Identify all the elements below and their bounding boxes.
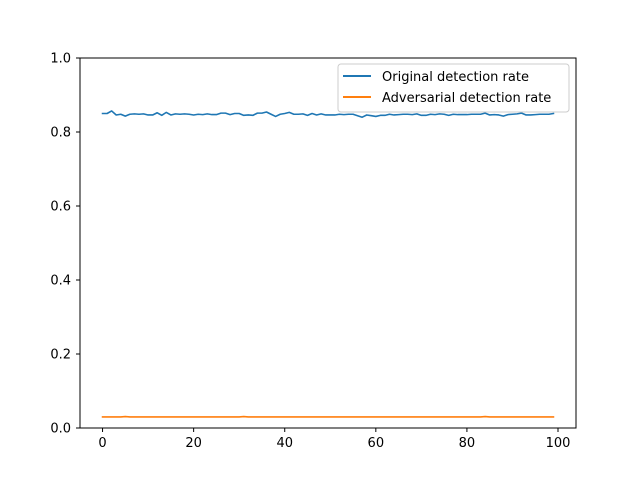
legend: Original detection rate Adversarial dete… (337, 63, 570, 113)
x-tick-label: 100 (546, 436, 571, 451)
plot-lines (101, 110, 555, 418)
x-tick-label: 60 (368, 436, 385, 451)
y-axis: 0.0 0.2 0.4 0.6 0.8 1.0 (50, 52, 80, 437)
y-tick-label: 0.2 (50, 348, 71, 363)
x-tick-label: 40 (276, 436, 293, 451)
y-tick-label: 0.6 (50, 200, 71, 215)
series-line-original (101, 110, 555, 118)
y-tick-label: 0.4 (50, 274, 71, 289)
x-tick-label: 80 (459, 436, 476, 451)
y-tick-label: 0.0 (50, 422, 71, 437)
y-tick-label: 1.0 (50, 52, 71, 67)
plot-frame (79, 57, 577, 429)
legend-box (337, 63, 570, 113)
y-tick-label: 0.8 (50, 126, 71, 141)
x-tick-label: 0 (98, 436, 106, 451)
x-tick-label: 20 (185, 436, 202, 451)
x-axis: 0 20 40 60 80 100 (98, 428, 570, 451)
legend-label-adversarial: Adversarial detection rate (382, 91, 551, 106)
legend-label-original: Original detection rate (382, 70, 529, 85)
